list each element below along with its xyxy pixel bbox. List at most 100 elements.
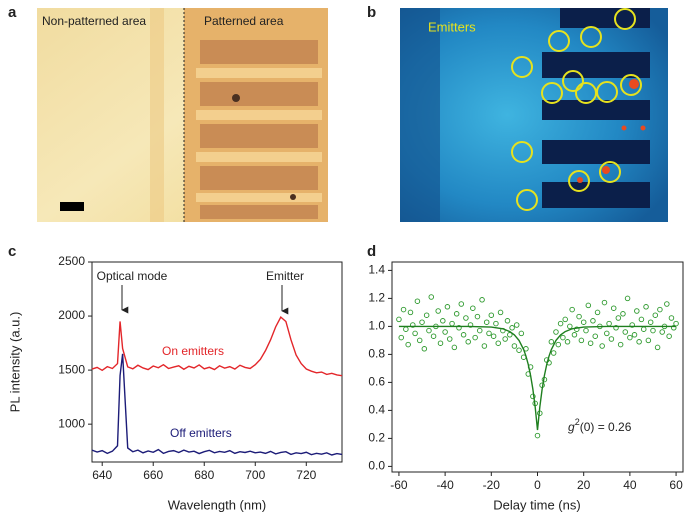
- data-point: [407, 309, 414, 316]
- data-point: [398, 334, 404, 341]
- data-point: [460, 332, 467, 338]
- x-tick-label: 720: [296, 468, 316, 482]
- data-point: [414, 298, 421, 304]
- region-label: Patterned area: [204, 14, 284, 28]
- x-tick-label: 700: [245, 468, 265, 482]
- data-point: [456, 325, 462, 331]
- data-point: [474, 313, 481, 320]
- data-point: [571, 332, 578, 338]
- data-point: [435, 308, 441, 314]
- data-point: [502, 336, 508, 342]
- data-point: [518, 330, 525, 337]
- data-point: [479, 297, 485, 303]
- data-point: [645, 337, 652, 344]
- y-tick-label: 0.0: [368, 459, 385, 473]
- data-point: [426, 327, 432, 334]
- data-point: [657, 306, 663, 313]
- data-point: [654, 344, 661, 351]
- data-point: [403, 326, 409, 332]
- data-point: [650, 327, 656, 334]
- data-point: [481, 343, 488, 349]
- data-point: [673, 320, 679, 327]
- data-point: [463, 315, 469, 321]
- data-point: [599, 343, 605, 349]
- data-point: [557, 320, 564, 327]
- data-point: [400, 306, 407, 313]
- data-point: [504, 318, 511, 324]
- data-point: [604, 330, 610, 337]
- data-point: [664, 301, 670, 307]
- data-point: [564, 339, 571, 345]
- data-point: [513, 322, 520, 328]
- data-point: [643, 304, 649, 310]
- data-point: [592, 333, 598, 339]
- x-tick-label: -60: [390, 478, 408, 492]
- series-line: [91, 316, 343, 377]
- data-point: [534, 432, 541, 439]
- y-tick-label: 0.8: [368, 347, 385, 361]
- data-point: [555, 341, 562, 348]
- data-point: [477, 327, 483, 334]
- data-point: [421, 346, 428, 352]
- emitters-label: Emitters: [428, 19, 476, 34]
- x-tick-label: 640: [92, 468, 112, 482]
- data-point: [453, 311, 460, 317]
- y-tick-label: 1.2: [368, 291, 385, 305]
- pl-map-b: [400, 8, 668, 222]
- data-point: [451, 344, 458, 351]
- data-point: [624, 295, 631, 302]
- annotation: g2(0) = 0.26: [568, 417, 632, 434]
- y-axis-title: PL intensity (a.u.): [7, 312, 22, 413]
- data-point: [583, 327, 589, 334]
- data-point: [640, 326, 647, 332]
- y-tick-label: 0.4: [368, 403, 385, 417]
- data-point: [594, 309, 601, 316]
- x-tick-label: 40: [623, 478, 637, 492]
- data-point: [472, 334, 478, 341]
- micrograph-a: [37, 8, 328, 222]
- series-line: [91, 353, 343, 456]
- y-tick-label: 1000: [58, 416, 85, 430]
- data-point: [550, 350, 557, 356]
- panel-label: c: [8, 243, 16, 260]
- data-point: [608, 336, 615, 342]
- data-point: [610, 305, 617, 311]
- panel-label: d: [367, 243, 376, 260]
- x-tick-label: 20: [577, 478, 591, 492]
- data-point: [488, 312, 495, 318]
- data-point: [470, 305, 476, 311]
- data-point: [634, 308, 640, 314]
- x-tick-label: 680: [194, 468, 214, 482]
- data-point: [467, 322, 474, 328]
- data-point: [601, 299, 608, 306]
- data-point: [458, 301, 465, 307]
- series-label: On emitters: [162, 344, 224, 358]
- data-point: [578, 337, 585, 344]
- plot-frame: [91, 261, 343, 463]
- data-point: [410, 322, 416, 328]
- annotation: Optical mode: [97, 269, 168, 283]
- data-point: [560, 334, 566, 341]
- series-label: Off emitters: [170, 426, 232, 440]
- data-point: [493, 320, 499, 327]
- data-point: [585, 302, 592, 309]
- data-point: [636, 339, 642, 345]
- data-point: [647, 319, 654, 325]
- data-point: [412, 330, 418, 337]
- x-tick-label: -20: [483, 478, 501, 492]
- data-point: [671, 325, 677, 331]
- data-point: [629, 322, 635, 328]
- data-point: [437, 340, 444, 346]
- data-point: [613, 325, 619, 331]
- data-point: [615, 315, 622, 321]
- data-point: [659, 329, 665, 335]
- y-tick-label: 0.6: [368, 375, 385, 389]
- data-point: [446, 336, 453, 342]
- y-tick-label: 1500: [58, 362, 85, 376]
- region-label: Non-patterned area: [42, 14, 146, 28]
- data-point: [580, 319, 587, 325]
- data-point: [430, 333, 437, 339]
- x-tick-label: 0: [534, 478, 541, 492]
- data-point: [428, 294, 435, 300]
